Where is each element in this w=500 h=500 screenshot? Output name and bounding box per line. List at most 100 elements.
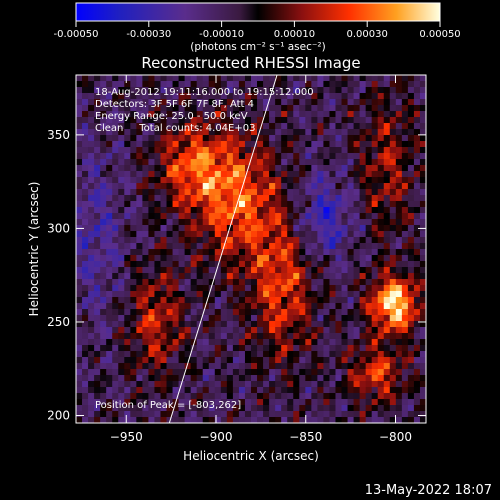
heatmap-cell — [154, 291, 162, 298]
heatmap-cell — [190, 405, 198, 412]
heatmap-cell — [407, 81, 415, 88]
heatmap-cell — [317, 387, 325, 394]
heatmap-cell — [293, 189, 300, 196]
heatmap-cell — [383, 405, 391, 412]
heatmap-cell — [136, 375, 143, 382]
heatmap-cell — [154, 297, 162, 304]
heatmap-cell — [287, 381, 294, 388]
heatmap-cell — [136, 303, 143, 310]
heatmap-cell — [287, 417, 294, 423]
heatmap-cell — [311, 183, 318, 190]
heatmap-cell — [136, 231, 143, 238]
heatmap-cell — [311, 237, 318, 244]
heatmap-cell — [184, 387, 192, 394]
heatmap-cell — [365, 219, 373, 226]
heatmap-cell — [244, 189, 252, 196]
heatmap-cell — [383, 123, 391, 130]
heatmap-cell — [100, 381, 107, 388]
heatmap-cell — [220, 393, 228, 400]
heatmap-cell — [335, 267, 343, 274]
heatmap-cell — [76, 213, 83, 220]
heatmap-cell — [82, 123, 89, 130]
heatmap-cell — [172, 279, 180, 286]
heatmap-cell — [208, 225, 216, 232]
heatmap-cell — [269, 261, 276, 268]
heatmap-cell — [94, 165, 101, 172]
heatmap-cell — [88, 255, 95, 262]
heatmap-cell — [154, 393, 162, 400]
heatmap-cell — [281, 327, 288, 334]
heatmap-cell — [371, 309, 379, 316]
heatmap-cell — [160, 321, 168, 328]
heatmap-cell — [166, 279, 174, 286]
heatmap-cell — [202, 201, 210, 208]
heatmap-cell — [124, 297, 131, 304]
heatmap-cell — [220, 309, 228, 316]
heatmap-cell — [214, 279, 222, 286]
heatmap-cell — [172, 231, 180, 238]
heatmap-cell — [184, 375, 192, 382]
heatmap-cell — [317, 285, 325, 292]
heatmap-cell — [407, 135, 415, 142]
heatmap-cell — [293, 81, 300, 88]
heatmap-cell — [142, 177, 150, 184]
heatmap-cell — [389, 411, 397, 418]
heatmap-cell — [395, 387, 403, 394]
heatmap-cell — [305, 327, 312, 334]
heatmap-cell — [172, 141, 180, 148]
heatmap-cell — [269, 249, 276, 256]
heatmap-cell — [287, 249, 294, 256]
heatmap-cell — [353, 273, 361, 280]
heatmap-cell — [371, 201, 379, 208]
heatmap-cell — [202, 333, 210, 340]
heatmap-cell — [281, 93, 288, 100]
heatmap-cell — [353, 345, 361, 352]
heatmap-cell — [329, 333, 337, 340]
heatmap-cell — [232, 153, 240, 160]
heatmap-cell — [142, 417, 150, 423]
heatmap-cell — [226, 261, 234, 268]
heatmap-cell — [419, 93, 426, 100]
heatmap-cell — [130, 267, 137, 274]
heatmap-cell — [130, 153, 137, 160]
heatmap-cell — [208, 369, 216, 376]
heatmap-cell — [311, 351, 318, 358]
heatmap-cell — [287, 177, 294, 184]
heatmap-cell — [287, 183, 294, 190]
heatmap-cell — [323, 141, 331, 148]
heatmap-cell — [287, 165, 294, 172]
heatmap-cell — [214, 357, 222, 364]
heatmap-cell — [136, 255, 143, 262]
heatmap-cell — [100, 141, 107, 148]
heatmap-cell — [311, 213, 318, 220]
heatmap-cell — [413, 99, 421, 106]
heatmap-cell — [190, 303, 198, 310]
heatmap-cell — [124, 315, 131, 322]
heatmap-cell — [220, 387, 228, 394]
heatmap-cell — [154, 315, 162, 322]
heatmap-cell — [220, 363, 228, 370]
heatmap-cell — [244, 327, 252, 334]
heatmap-cell — [124, 273, 131, 280]
heatmap-cell — [401, 375, 409, 382]
heatmap-cell — [257, 273, 264, 280]
heatmap-cell — [172, 405, 180, 412]
heatmap-cell — [202, 375, 210, 382]
heatmap-cell — [184, 231, 192, 238]
heatmap-cell — [238, 297, 246, 304]
heatmap-cell — [353, 123, 361, 130]
heatmap-cell — [323, 291, 331, 298]
heatmap-cell — [76, 381, 83, 388]
heatmap-cell — [124, 93, 131, 100]
heatmap-cell — [100, 153, 107, 160]
heatmap-cell — [407, 165, 415, 172]
heatmap-cell — [196, 315, 204, 322]
heatmap-cell — [112, 267, 119, 274]
heatmap-cell — [232, 333, 240, 340]
heatmap-cell — [347, 405, 355, 412]
heatmap-cell — [269, 81, 276, 88]
heatmap-cell — [377, 225, 385, 232]
heatmap-cell — [359, 411, 367, 418]
heatmap-cell — [226, 129, 234, 136]
heatmap-cell — [401, 189, 409, 196]
